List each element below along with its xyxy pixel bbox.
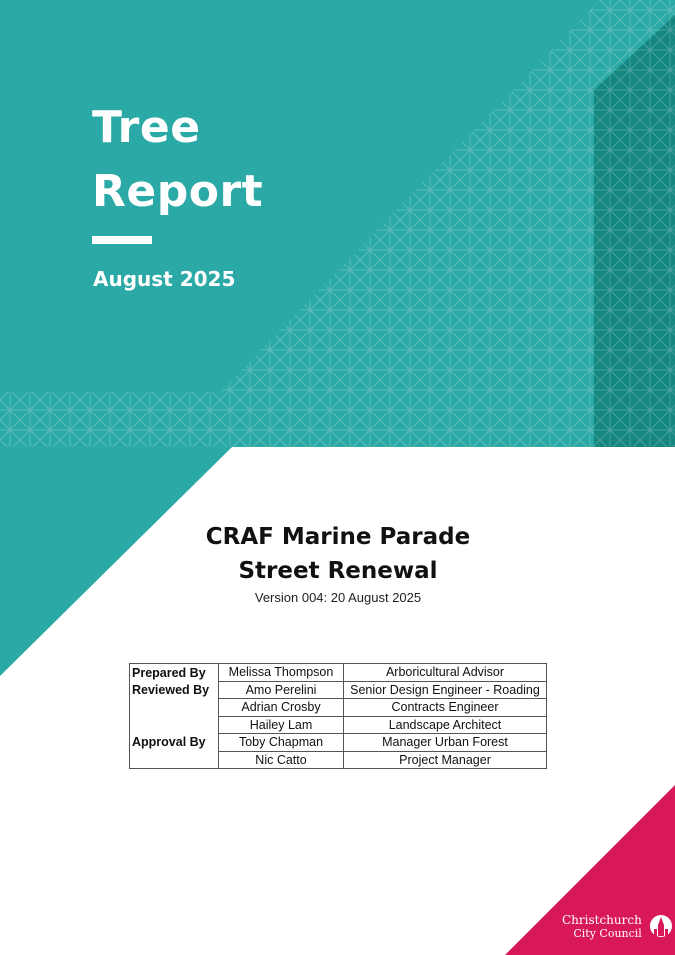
table-row: Reviewed By Amo Perelini Senior Design E… xyxy=(129,680,547,699)
project-title-line: Street Renewal xyxy=(238,558,438,584)
position-cell: Senior Design Engineer - Roading xyxy=(343,680,547,699)
table-row: Nic Catto Project Manager xyxy=(129,750,547,769)
role-cell xyxy=(129,698,219,716)
table-row: Hailey Lam Landscape Architect xyxy=(129,715,547,734)
cathedral-icon xyxy=(650,915,673,937)
project-title-line: CRAF Marine Parade xyxy=(205,524,471,550)
cover-title: Tree Report xyxy=(92,96,263,224)
signoff-table: Prepared By Melissa Thompson Arboricultu… xyxy=(129,663,547,769)
name-cell: Nic Catto xyxy=(218,750,344,769)
table-row: Adrian Crosby Contracts Engineer xyxy=(129,698,547,717)
position-cell: Project Manager xyxy=(343,750,547,769)
position-cell: Landscape Architect xyxy=(343,715,547,734)
pink-corner xyxy=(505,785,675,955)
logo-line2: City Council xyxy=(573,927,642,940)
name-cell: Toby Chapman xyxy=(218,733,344,752)
role-cell: Approval By xyxy=(129,733,219,751)
role-cell xyxy=(129,716,219,734)
logo-line1: Christchurch xyxy=(562,913,642,927)
position-cell: Contracts Engineer xyxy=(343,698,547,717)
name-cell: Adrian Crosby xyxy=(218,698,344,717)
table-row: Prepared By Melissa Thompson Arboricultu… xyxy=(129,663,547,682)
role-cell: Reviewed By xyxy=(129,681,219,699)
position-cell: Manager Urban Forest xyxy=(343,733,547,752)
cover-title-line: Tree xyxy=(92,102,201,153)
cover-title-line: Report xyxy=(92,166,264,217)
name-cell: Amo Perelini xyxy=(218,680,344,699)
role-cell: Prepared By xyxy=(129,663,219,681)
table-row: Approval By Toby Chapman Manager Urban F… xyxy=(129,733,547,752)
cover-date: August 2025 xyxy=(93,267,236,291)
name-cell: Melissa Thompson xyxy=(218,663,344,682)
role-cell xyxy=(129,751,219,769)
version-text: Version 004: 20 August 2025 xyxy=(254,590,422,605)
council-logo: Christchurch City Council xyxy=(562,914,673,940)
title-rule xyxy=(92,236,152,244)
logo-wordmark: Christchurch City Council xyxy=(562,913,642,941)
position-cell: Arboricultural Advisor xyxy=(343,663,547,682)
name-cell: Hailey Lam xyxy=(218,715,344,734)
